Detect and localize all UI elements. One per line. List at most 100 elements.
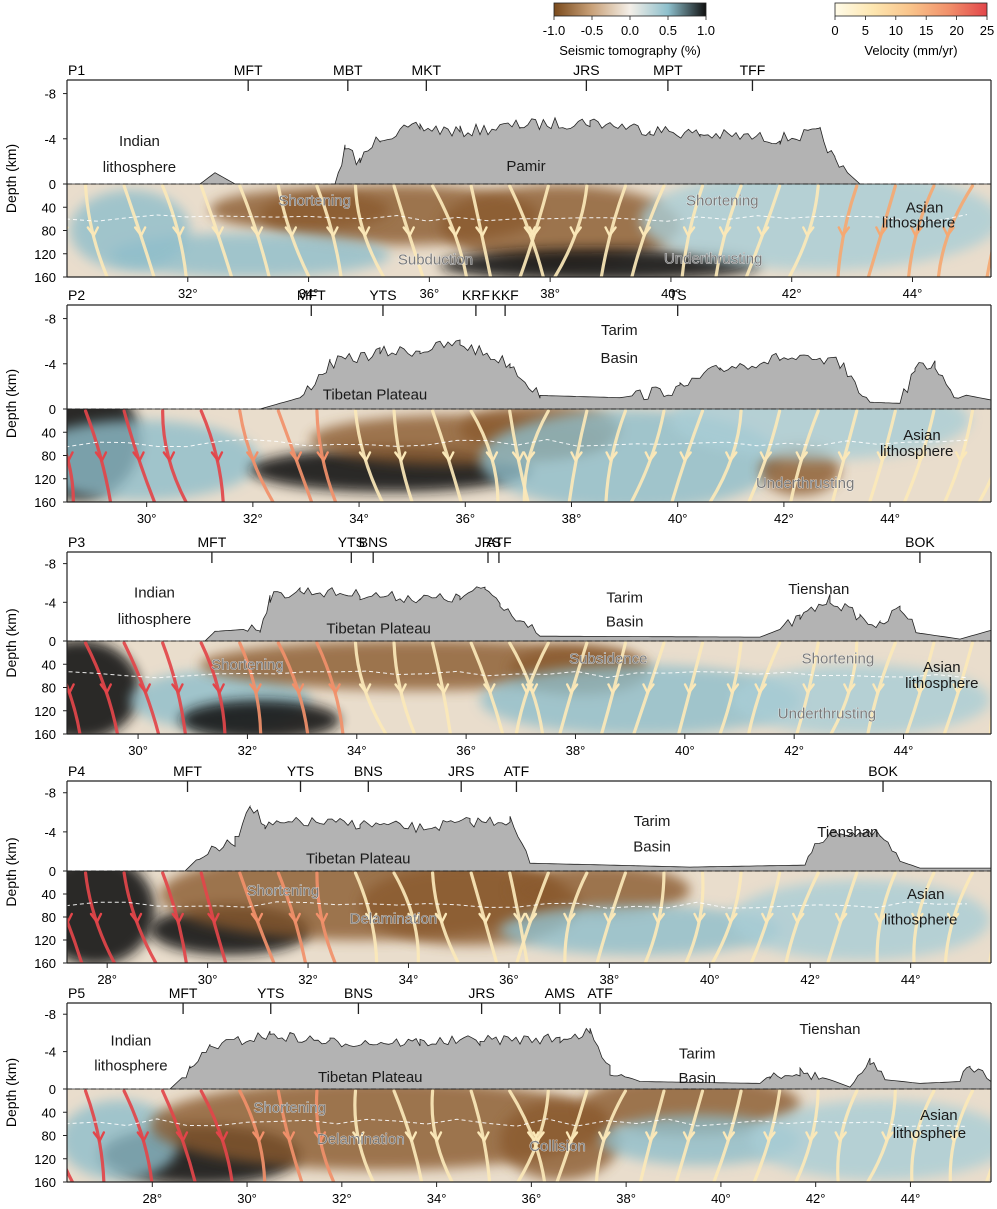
region-label: Tibetan Plateau <box>318 1069 423 1086</box>
streamline-arrow <box>175 1131 189 1143</box>
region-label: Basin <box>678 1070 716 1087</box>
streamline-arrow <box>725 451 738 463</box>
y-axis-tick-label: 0 <box>49 177 56 192</box>
streamline-arrow <box>756 226 770 238</box>
fault-label: KRF <box>462 287 490 303</box>
y-axis-tick-label: 160 <box>34 956 56 971</box>
profile-panel: P1 MFT MBT MKT JRS MPT TFF -8 -4 0 40 80 120 160 Depth… <box>3 62 992 301</box>
region-label: Tibetan Plateau <box>323 386 428 403</box>
colorbar-tick-label: -0.5 <box>581 23 603 38</box>
streamline <box>977 474 991 502</box>
profile-id-label: P3 <box>68 534 85 550</box>
x-axis-tick-label: 44° <box>894 743 914 758</box>
x-axis-tick-label: 40° <box>675 743 695 758</box>
fault-label: ATF <box>504 763 529 779</box>
x-axis-tick-label: 42° <box>800 972 820 987</box>
process-annotation: Delamination <box>317 1131 405 1148</box>
streamline-arrow <box>805 1131 818 1143</box>
y-axis-tick-label: -4 <box>44 595 56 610</box>
tomography-colorbar-label: Seismic tomography (%) <box>559 43 701 58</box>
region-label: Basin <box>633 839 671 856</box>
y-axis-tick-label: 160 <box>34 270 56 285</box>
x-axis-tick-label: 36° <box>522 1191 542 1206</box>
x-axis-tick-label: 36° <box>499 972 519 987</box>
tomography-anomaly <box>730 880 990 960</box>
streamline-arrow <box>682 1131 696 1143</box>
x-axis-tick-label: 40° <box>661 286 681 301</box>
streamline-arrow <box>358 683 372 695</box>
topography-profile <box>67 1027 992 1090</box>
fault-label: MFT <box>173 763 202 779</box>
tomography-section <box>67 184 991 277</box>
x-axis-tick-label: 36° <box>420 286 440 301</box>
streamline-arrow <box>249 683 262 695</box>
lab-boundary-line <box>67 670 968 679</box>
streamline-arrow <box>211 226 224 238</box>
y-axis-tick-label: 160 <box>34 1175 56 1190</box>
x-axis-tick-label: 30° <box>137 511 157 526</box>
lab-boundary-line <box>67 1118 968 1127</box>
tomography-anomaly <box>600 1115 800 1165</box>
streamline-arrow <box>569 226 582 238</box>
streamline-arrow <box>522 451 536 463</box>
streamline-arrow <box>527 1131 540 1143</box>
y-axis-tick-label: -8 <box>44 87 56 102</box>
fault-label: BOK <box>905 534 935 550</box>
streamline-arrow <box>136 1131 149 1143</box>
streamline-arrow <box>171 912 184 925</box>
tomography-anomaly <box>640 184 991 270</box>
streamline-arrow <box>837 226 851 238</box>
tomography-anomaly <box>670 409 970 460</box>
fault-label: MPT <box>653 62 683 78</box>
fault-label: MFT <box>297 287 326 303</box>
streamline-arrow <box>162 451 176 463</box>
colorbar-tick-label: 0.5 <box>659 23 677 38</box>
streamline-arrow <box>946 912 960 925</box>
process-annotation: Underthrusting <box>778 706 876 723</box>
streamline-arrow <box>394 451 407 463</box>
y-axis-tick-label: 160 <box>34 495 56 510</box>
streamline-arrow <box>475 226 488 238</box>
region-label: lithosphere <box>905 675 978 692</box>
streamline-arrow <box>875 226 888 238</box>
streamline-arrow <box>132 451 145 463</box>
streamline-arrow <box>129 912 143 925</box>
process-annotation: Delamination <box>350 911 438 928</box>
y-axis-label: Depth (km) <box>3 608 19 677</box>
profile-id-label: P1 <box>68 62 85 78</box>
streamline-arrow <box>726 683 740 695</box>
y-axis-tick-label: -8 <box>44 557 56 572</box>
x-axis-tick-label: 38° <box>562 511 582 526</box>
tomography-anomaly <box>210 190 390 230</box>
streamline-arrow <box>511 451 525 463</box>
x-axis-tick-label: 34° <box>349 511 369 526</box>
velocity-streamlines <box>67 1089 991 1182</box>
streamline-arrow <box>357 226 371 238</box>
y-axis-tick-label: 40 <box>42 1105 56 1120</box>
colorbar-tick-label: 5 <box>862 23 869 38</box>
colorbar-tick-label: 15 <box>919 23 933 38</box>
profile-panel: P2 MFT YTS KRF KKF TS -8 -4 0 40 80 120 160 Depth (km… <box>3 287 992 526</box>
streamline-arrow <box>436 683 450 695</box>
x-axis-tick-label: 36° <box>456 743 476 758</box>
velocity-streamlines <box>67 641 991 734</box>
x-axis-tick-label: 42° <box>806 1191 826 1206</box>
streamline-arrow <box>837 451 851 463</box>
lab-boundary-line <box>67 901 968 909</box>
streamline-arrow <box>448 226 461 238</box>
streamline-arrow <box>993 914 997 922</box>
streamline-arrow <box>316 451 329 463</box>
x-axis-tick-label: 38° <box>540 286 560 301</box>
streamline-arrow <box>603 912 616 925</box>
y-axis-tick-label: 80 <box>42 449 56 464</box>
streamline-arrow <box>909 1131 922 1143</box>
region-label: lithosphere <box>118 611 191 628</box>
streamline-arrow <box>434 912 448 925</box>
topography-profile <box>67 586 992 642</box>
x-axis-tick-label: 34° <box>347 743 367 758</box>
y-axis-tick-label: -4 <box>44 1045 56 1060</box>
streamline-arrow <box>250 226 264 238</box>
region-label: Tarim <box>634 813 671 830</box>
